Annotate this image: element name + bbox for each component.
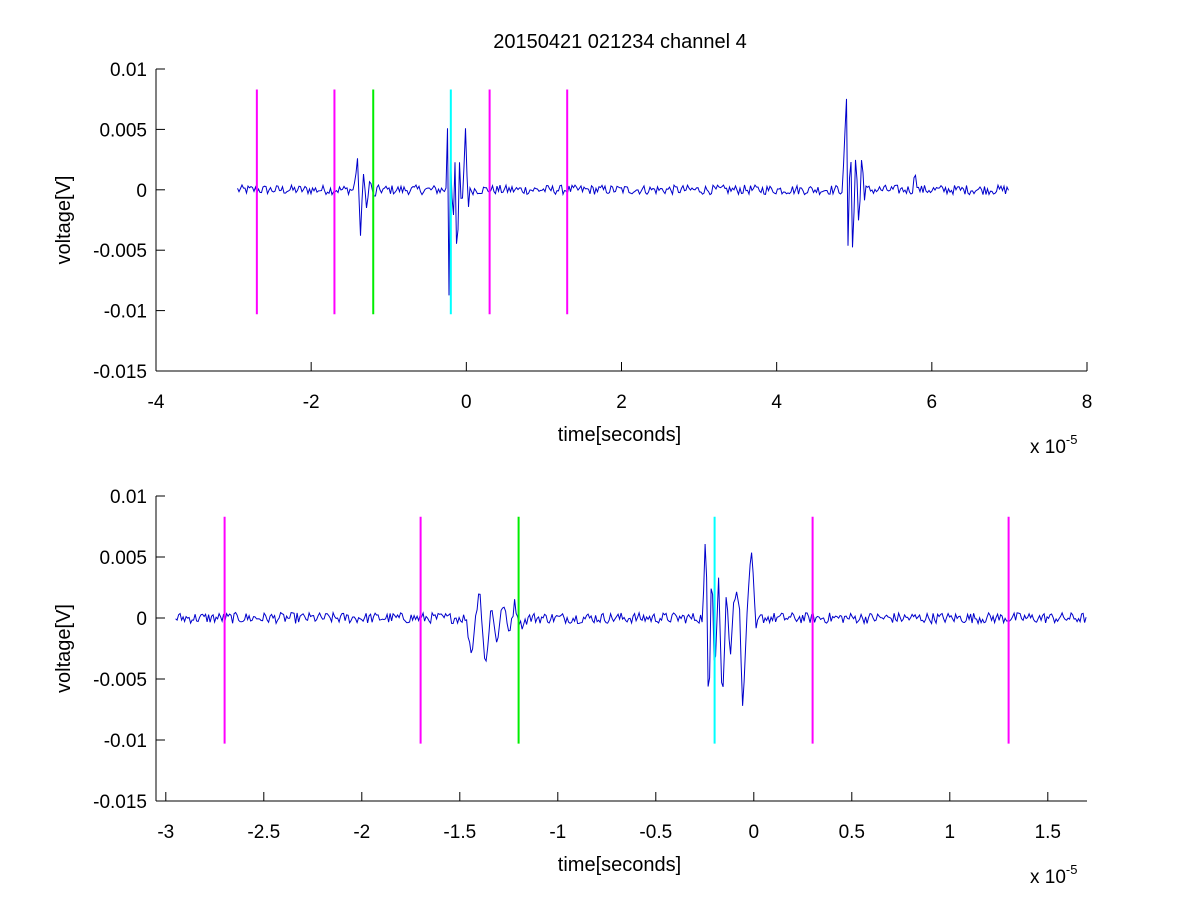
y-tick-label: 0.005	[99, 120, 147, 141]
y-tick-label: 0.005	[99, 548, 147, 569]
x-exponent-label: x 10-5	[1030, 432, 1077, 458]
y-tick-label: 0	[136, 181, 147, 202]
y-tick-label: 0.01	[110, 487, 147, 508]
x-tick-label: -3	[157, 822, 174, 843]
signal-trace	[175, 543, 1087, 706]
x-tick-label: -0.5	[639, 822, 672, 843]
x-tick-label: 4	[771, 392, 782, 413]
y-tick-label: -0.015	[93, 362, 147, 383]
x-tick-label: -4	[148, 392, 165, 413]
x-tick-label: 6	[927, 392, 938, 413]
bottom-plot: 0.01 0.005 0 -0.005 -0.01 -0.015 -3 -2.5 -2 -1.5 -…	[53, 487, 1087, 888]
x-axis-label: time[seconds]	[558, 424, 681, 446]
y-tick-label: -0.01	[104, 731, 147, 752]
x-tick-label: 0	[461, 392, 472, 413]
x-tick-label: 0.5	[839, 822, 865, 843]
x-tick-label: 1.5	[1035, 822, 1061, 843]
x-axis-label: time[seconds]	[558, 854, 681, 876]
x-tick-label: -2	[303, 392, 320, 413]
y-tick-label: 0	[136, 609, 147, 630]
x-tick-label: -2.5	[247, 822, 280, 843]
top-plot: 0.01 0.005 0 -0.005 -0.01 -0.015-4 -2 0 2 4 6 8 time…	[53, 60, 1092, 458]
x-tick-label: -1.5	[443, 822, 476, 843]
x-tick-label: -1	[549, 822, 566, 843]
x-tick-label: 8	[1082, 392, 1093, 413]
x-exponent-label: x 10-5	[1030, 862, 1077, 888]
x-tick-label: 0	[749, 822, 760, 843]
y-tick-label: 0.01	[110, 60, 147, 81]
signal-trace	[237, 98, 1009, 296]
y-tick-label: -0.005	[93, 241, 147, 262]
figure-title: 20150421 021234 channel 4	[493, 31, 747, 53]
x-tick-label: -2	[353, 822, 370, 843]
x-tick-label: 2	[616, 392, 627, 413]
y-tick-label: -0.01	[104, 302, 147, 323]
y-tick-label: -0.005	[93, 670, 147, 691]
x-tick-label: 1	[945, 822, 956, 843]
y-axis-label: voltage[V]	[53, 176, 75, 265]
y-tick-label: -0.015	[93, 792, 147, 813]
y-axis-label: voltage[V]	[53, 604, 75, 693]
